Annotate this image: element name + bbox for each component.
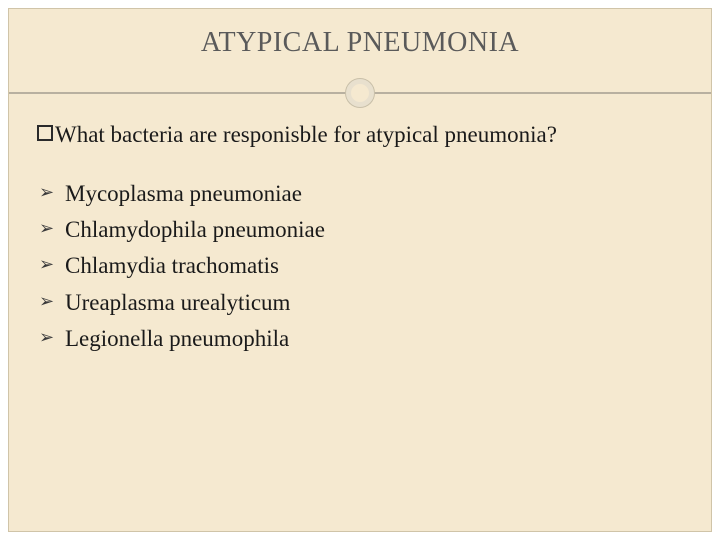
list-item: ➢ Chlamydia trachomatis <box>39 250 683 282</box>
answer-text: Mycoplasma pneumoniae <box>65 178 302 210</box>
slide-title: ATYPICAL PNEUMONIA <box>9 27 711 59</box>
chevron-icon: ➢ <box>39 182 55 203</box>
answer-list: ➢ Mycoplasma pneumoniae ➢ Chlamydophila … <box>37 178 683 355</box>
chevron-icon: ➢ <box>39 254 55 275</box>
square-bullet-icon <box>37 125 53 141</box>
question-row: What bacteria are responisble for atypic… <box>37 119 683 150</box>
answer-text: Ureaplasma urealyticum <box>65 287 290 319</box>
list-item: ➢ Ureaplasma urealyticum <box>39 287 683 319</box>
content-area: What bacteria are responisble for atypic… <box>9 113 711 355</box>
list-item: ➢ Mycoplasma pneumoniae <box>39 178 683 210</box>
chevron-icon: ➢ <box>39 291 55 312</box>
list-item: ➢ Chlamydophila pneumoniae <box>39 214 683 246</box>
divider-ring-icon <box>346 79 374 107</box>
question-text: What bacteria are responisble for atypic… <box>55 119 557 150</box>
chevron-icon: ➢ <box>39 327 55 348</box>
title-area: ATYPICAL PNEUMONIA <box>9 9 711 69</box>
list-item: ➢ Legionella pneumophila <box>39 323 683 355</box>
slide-container: ATYPICAL PNEUMONIA What bacteria are res… <box>0 0 720 540</box>
answer-text: Chlamydophila pneumoniae <box>65 214 325 246</box>
answer-text: Legionella pneumophila <box>65 323 289 355</box>
chevron-icon: ➢ <box>39 218 55 239</box>
slide-inner: ATYPICAL PNEUMONIA What bacteria are res… <box>8 8 712 532</box>
answer-text: Chlamydia trachomatis <box>65 250 279 282</box>
title-divider <box>9 73 711 113</box>
